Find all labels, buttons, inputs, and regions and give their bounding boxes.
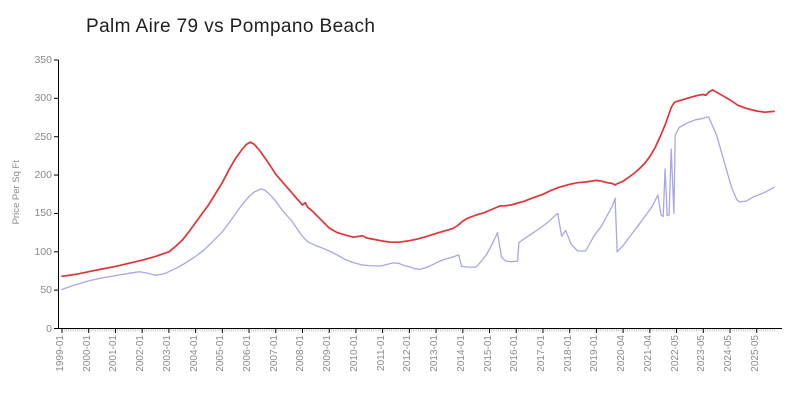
x-tick-label: 2006-01 [242, 335, 254, 372]
x-tick-label: 2005-01 [215, 335, 227, 372]
x-tick-label: 2020-04 [616, 335, 628, 372]
x-tick-label: 2017-01 [535, 335, 547, 372]
y-tick-label: 50 [40, 284, 52, 297]
x-tick-label: 2021-04 [642, 335, 654, 372]
y-tick-label: 150 [34, 207, 52, 220]
x-tick-label: 2016-01 [509, 335, 521, 372]
x-tick-label: 2012-01 [402, 335, 414, 372]
x-tick-label: 2009-01 [322, 335, 334, 372]
x-tick-label: 2002-01 [135, 335, 147, 372]
x-tick-label: 2015-01 [482, 335, 494, 372]
y-tick-label: 350 [34, 54, 52, 66]
y-tick-label: 100 [34, 245, 52, 258]
x-tick-label: 2023-05 [696, 335, 708, 372]
x-tick-label: 2004-01 [188, 335, 200, 372]
y-tick-label: 300 [34, 92, 52, 105]
x-tick-label: 2013-01 [429, 335, 441, 372]
x-tick-label: 2024-05 [723, 335, 734, 372]
y-tick-label: 250 [34, 130, 52, 143]
blue-series-line [61, 116, 775, 291]
x-tick-label: 1999-01 [55, 335, 66, 372]
chart-title: Palm Aire 79 vs Pompano Beach [86, 16, 376, 37]
x-tick-label: 2025-05 [749, 335, 761, 372]
x-tick-label: 2019-01 [589, 335, 601, 372]
x-tick-label: 2010-01 [348, 335, 360, 372]
y-tick-label: 200 [34, 169, 52, 182]
x-tick-label: 2014-01 [455, 335, 467, 372]
x-tick-label: 2003-01 [161, 335, 173, 372]
x-tick-label: 2007-01 [268, 335, 280, 372]
x-tick-label: 2001-01 [108, 335, 120, 372]
x-tick-label: 2018-01 [562, 335, 574, 372]
x-tick-label: 2022-05 [669, 335, 681, 372]
x-tick-label: 2000-01 [81, 335, 93, 372]
x-tick-label: 2011-01 [375, 335, 387, 371]
x-tick-label: 2008-01 [295, 335, 307, 372]
y-tick-label: 0 [46, 322, 52, 335]
red-series-line [61, 89, 775, 278]
